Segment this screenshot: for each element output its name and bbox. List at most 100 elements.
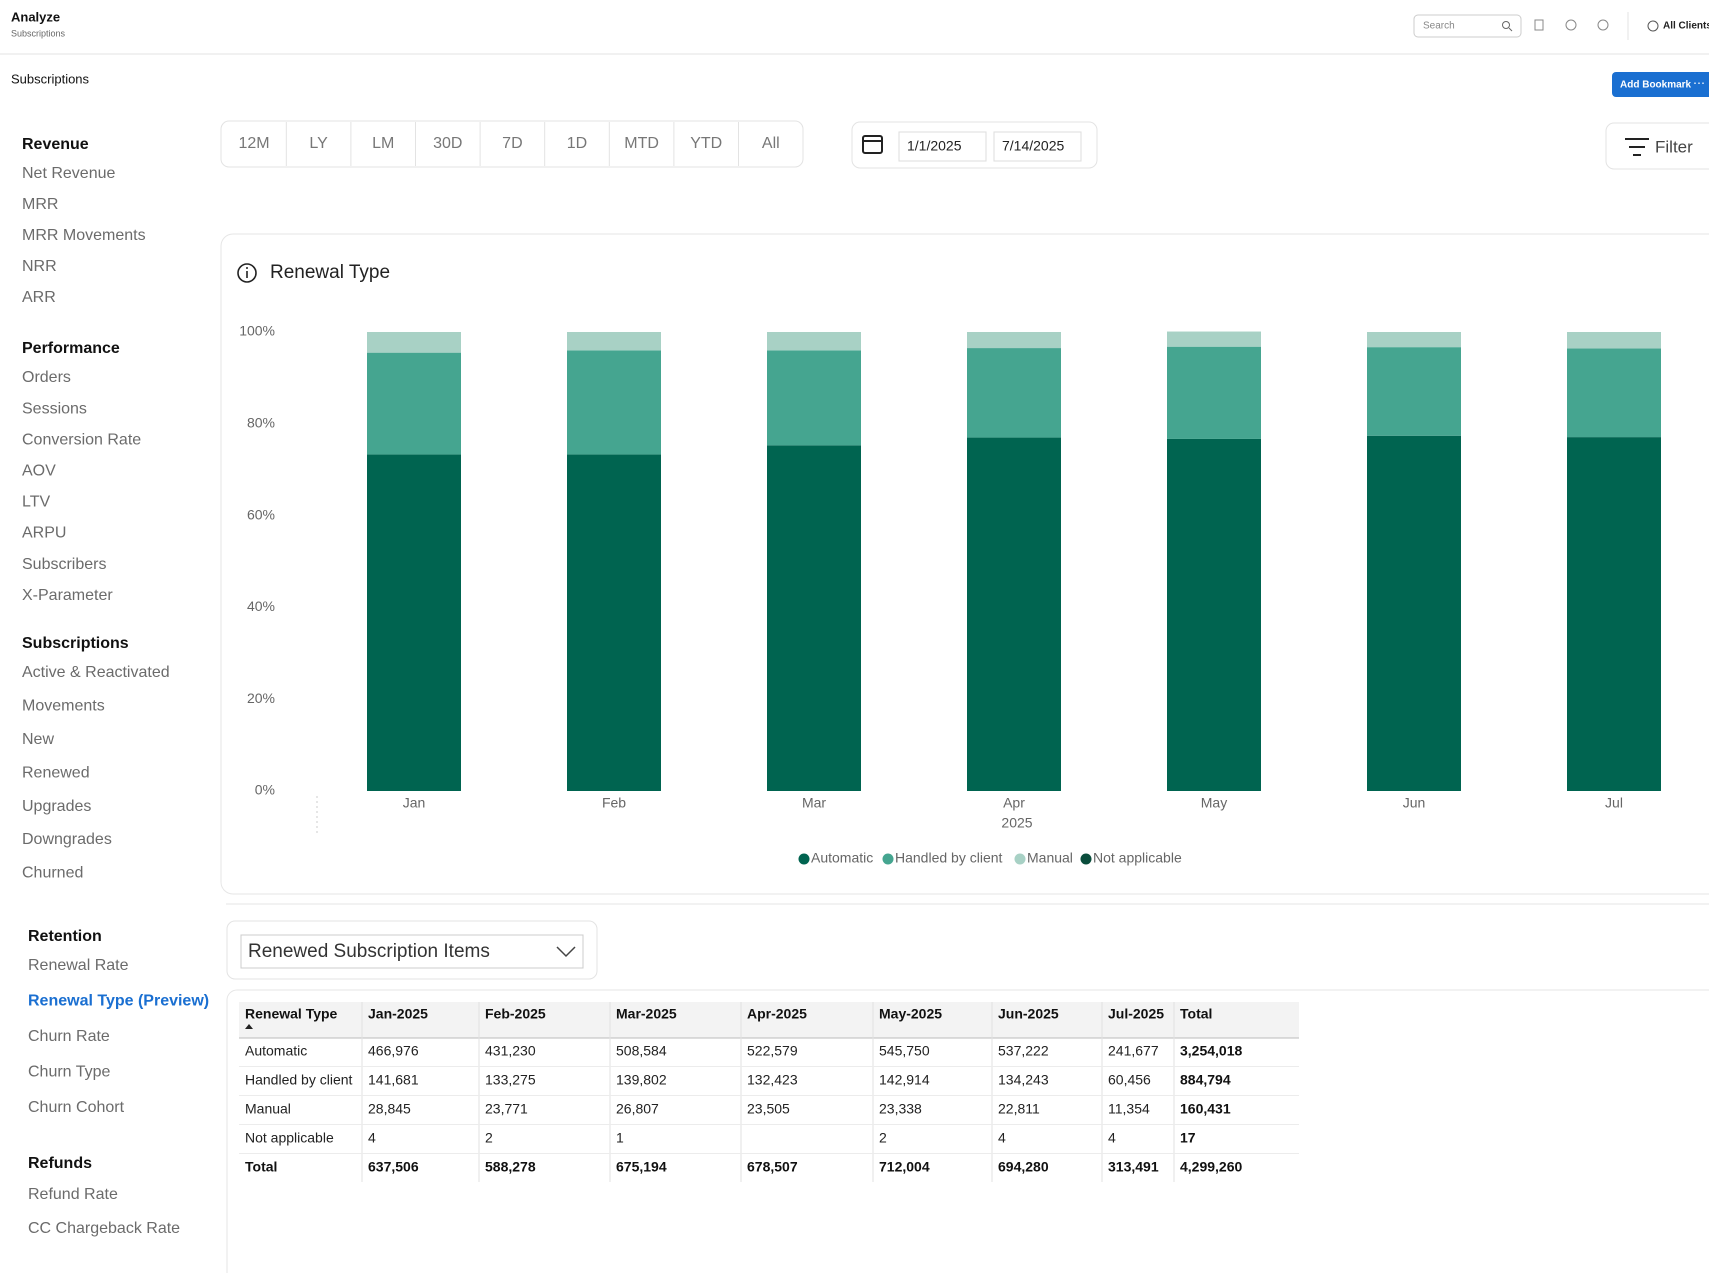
column-header[interactable]: Jul-2025 (1108, 1006, 1164, 1022)
nav-item[interactable]: Movements (22, 698, 105, 715)
period-button[interactable]: 7D (502, 135, 522, 152)
table-cell: 4,299,260 (1180, 1159, 1242, 1175)
table-cell: Automatic (245, 1043, 307, 1059)
table-cell: 22,811 (998, 1101, 1040, 1117)
client-switcher[interactable]: All Clients (1663, 21, 1709, 32)
y-tick-label: 20% (247, 690, 275, 706)
column-header[interactable]: May-2025 (879, 1006, 942, 1022)
bar-segment (1167, 438, 1261, 791)
nav-item[interactable]: Downgrades (22, 831, 112, 848)
table-cell: 637,506 (368, 1159, 419, 1175)
dropdown-arrow (556, 946, 576, 958)
nav-item[interactable]: Sessions (22, 400, 87, 417)
nav-item[interactable]: Active & Reactivated (22, 664, 170, 681)
table-cell: 313,491 (1108, 1159, 1159, 1175)
period-button[interactable]: LY (309, 135, 328, 152)
period-button[interactable]: All (762, 135, 780, 152)
table-cell: 678,507 (747, 1159, 798, 1175)
end-date-input[interactable] (993, 131, 1082, 162)
info-icon[interactable] (237, 263, 257, 283)
app-title: Analyze (11, 9, 60, 24)
legend-swatch (882, 853, 894, 865)
period-button[interactable]: 30D (433, 135, 462, 152)
x-group-label: 2025 (1001, 815, 1032, 831)
filter-button[interactable] (1605, 122, 1709, 170)
column-header[interactable]: Total (1180, 1006, 1212, 1022)
nav-item[interactable]: Orders (22, 369, 71, 386)
legend-label[interactable]: Not applicable (1093, 850, 1182, 866)
nav-item[interactable]: Churned (22, 865, 83, 882)
nav-item[interactable]: Subscribers (22, 556, 106, 573)
table-header-bg (239, 1002, 1299, 1038)
bar-segment (767, 350, 861, 446)
search-icon (1502, 21, 1510, 29)
nav-item[interactable]: CC Chargeback Rate (28, 1220, 180, 1237)
nav-item[interactable]: Renewal Rate (28, 957, 129, 974)
history-icon[interactable] (1565, 19, 1577, 31)
more-icon[interactable]: ⋯ (1693, 76, 1705, 90)
table-cell: 23,771 (485, 1101, 528, 1117)
nav-item[interactable]: Churn Cohort (28, 1099, 125, 1116)
y-tick-label: 100% (239, 323, 275, 339)
table-cell: 884,794 (1180, 1072, 1231, 1088)
nav-item[interactable]: Conversion Rate (22, 431, 141, 448)
table-cell: 139,802 (616, 1072, 667, 1088)
sort-arrow (245, 1024, 253, 1029)
column-header[interactable]: Apr-2025 (747, 1006, 807, 1022)
nav-item[interactable]: MRR (22, 196, 58, 213)
table-cell: 588,278 (485, 1159, 536, 1175)
bar-segment (767, 445, 861, 791)
bookmark-icon[interactable] (1534, 19, 1544, 31)
nav-item[interactable]: Renewed (22, 764, 90, 781)
legend-label[interactable]: Manual (1027, 850, 1073, 866)
period-button[interactable]: MTD (624, 135, 659, 152)
nav-item[interactable]: Refund Rate (28, 1186, 118, 1203)
period-button[interactable]: YTD (690, 135, 722, 152)
nav-item[interactable]: ARR (22, 289, 56, 306)
search-box[interactable] (1413, 14, 1522, 38)
table-cell: 522,579 (747, 1043, 798, 1059)
period-button[interactable]: LM (372, 135, 394, 152)
nav-item[interactable]: Net Revenue (22, 165, 115, 182)
app-subtitle: Subscriptions (11, 28, 66, 38)
table-cell: 2 (879, 1130, 887, 1146)
column-header[interactable]: Jun-2025 (998, 1006, 1059, 1022)
column-header[interactable]: Renewal Type (245, 1006, 338, 1022)
nav-item[interactable]: Renewal Type (Preview) (28, 993, 209, 1010)
column-header[interactable]: Mar-2025 (616, 1006, 677, 1022)
nav-item[interactable]: Churn Rate (28, 1028, 110, 1045)
y-tick-label: 40% (247, 598, 275, 614)
nav-item[interactable]: ARPU (22, 525, 66, 542)
table-cell: Manual (245, 1101, 291, 1117)
period-button[interactable]: 12M (238, 135, 269, 152)
bar-segment (567, 350, 661, 455)
legend-label[interactable]: Automatic (811, 850, 873, 866)
nav-item[interactable]: LTV (22, 494, 50, 511)
nav-item[interactable]: NRR (22, 258, 57, 275)
nav-item[interactable]: New (22, 731, 54, 748)
column-header[interactable]: Feb-2025 (485, 1006, 546, 1022)
bar-segment (567, 454, 661, 791)
nav-item[interactable]: AOV (22, 463, 56, 480)
table-cell: 4 (368, 1130, 376, 1146)
add-bookmark-button[interactable] (1612, 72, 1709, 97)
period-group (220, 120, 804, 168)
start-date-input[interactable] (898, 131, 987, 162)
x-tick-label: Jun (1403, 795, 1426, 811)
calendar-icon[interactable] (862, 135, 883, 154)
search-icon (1508, 27, 1513, 32)
table-cell: 466,976 (368, 1043, 419, 1059)
help-icon[interactable] (1597, 19, 1609, 31)
table-cell: 2 (485, 1130, 493, 1146)
period-button[interactable]: 1D (567, 135, 587, 152)
legend-label[interactable]: Handled by client (895, 850, 1003, 866)
nav-item[interactable]: MRR Movements (22, 227, 146, 244)
client-icon (1647, 20, 1659, 32)
x-tick-label: Feb (602, 795, 626, 811)
nav-item[interactable]: Upgrades (22, 798, 91, 815)
column-header[interactable]: Jan-2025 (368, 1006, 428, 1022)
table-cell: 28,845 (368, 1101, 411, 1117)
nav-item[interactable]: X-Parameter (22, 587, 113, 604)
nav-item[interactable]: Churn Type (28, 1064, 111, 1081)
metric-select[interactable] (240, 934, 584, 969)
